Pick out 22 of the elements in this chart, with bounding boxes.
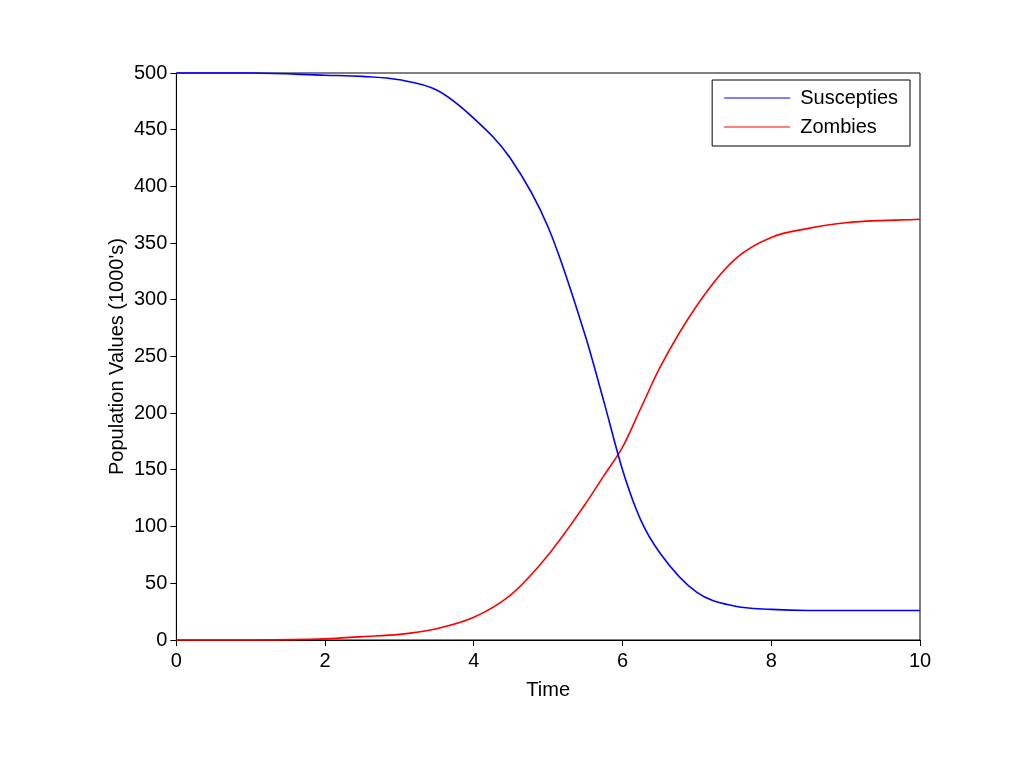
y-tick-label: 350 [133, 230, 168, 253]
x-tick-label: 6 [616, 648, 629, 671]
y-tick-label: 50 [145, 570, 168, 593]
y-tick-label: 500 [133, 60, 168, 83]
x-tick-label: 8 [765, 648, 777, 671]
x-tick-label: 2 [319, 648, 331, 671]
y-tick-label: 300 [133, 287, 168, 310]
x-tick-label: 10 [908, 648, 932, 671]
legend-label: Zombies [800, 114, 877, 137]
y-tick-label: 400 [133, 173, 168, 196]
legend-label: Suscepties [800, 85, 899, 108]
x-tick-label: 0 [170, 648, 182, 671]
line-series [175, 72, 921, 612]
x-axis-title: Time [526, 677, 571, 700]
y-tick-label: 200 [133, 400, 168, 423]
y-tick-label: 250 [133, 344, 168, 367]
y-tick-label: 450 [133, 117, 168, 140]
x-tick-label: 4 [468, 648, 480, 671]
y-tick-label: 100 [133, 514, 168, 537]
y-tick-label: 0 [156, 627, 168, 650]
y-tick-label: 150 [133, 457, 168, 480]
y-axis-title: Population Values (1000's) [104, 238, 127, 475]
